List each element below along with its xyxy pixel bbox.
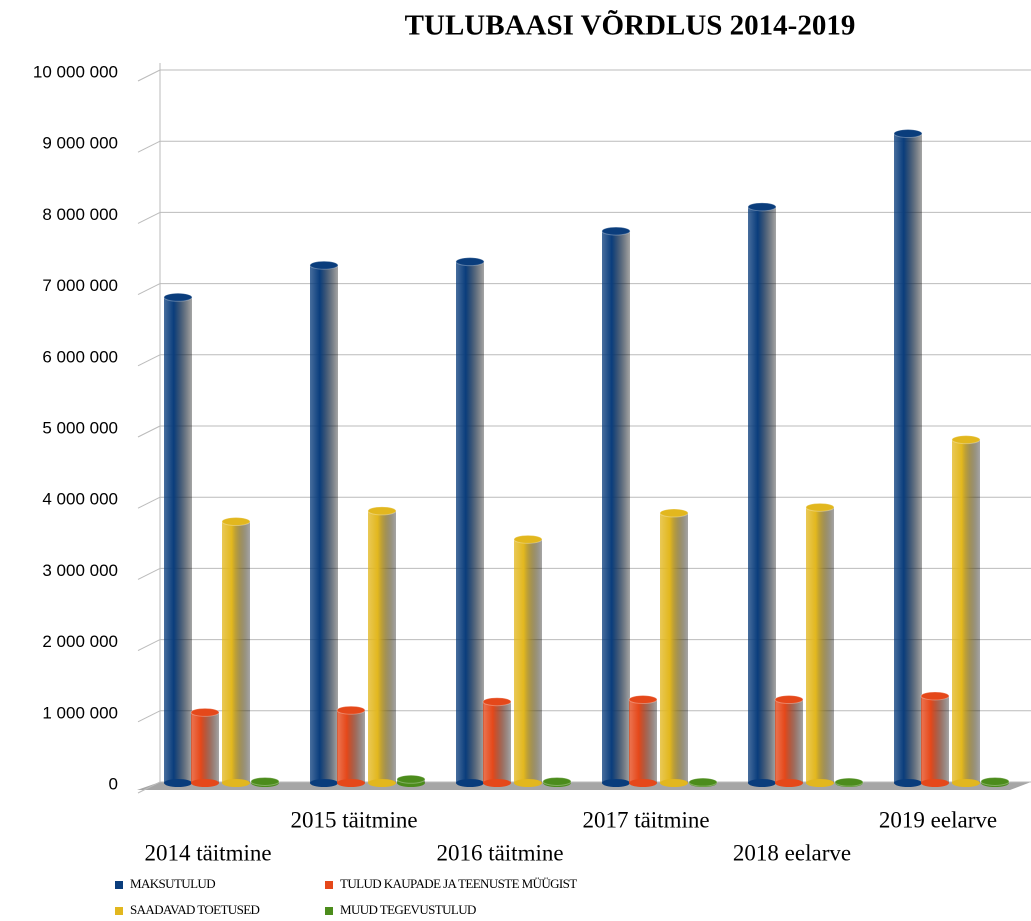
- bar-top: [513, 534, 543, 544]
- bar-base: [660, 779, 688, 787]
- bar-top: [747, 202, 777, 212]
- bar-top: [951, 435, 981, 445]
- bar-base: [337, 779, 365, 787]
- x-tick-label: 2016 täitmine: [436, 840, 563, 865]
- grid-line-side: [137, 140, 161, 153]
- y-tick-label: 8 000 000: [42, 205, 118, 224]
- x-tick-label: 2017 täitmine: [582, 807, 709, 832]
- legend-label: SAADAVAD TOETUSED: [130, 902, 260, 917]
- bar: [456, 261, 484, 783]
- bar: [660, 513, 688, 783]
- bar-base: [748, 779, 776, 787]
- bar-base: [310, 779, 338, 787]
- y-tick-label: 0: [109, 774, 118, 793]
- y-tick-label: 7 000 000: [42, 276, 118, 295]
- bar-top: [805, 502, 835, 512]
- y-tick-label: 3 000 000: [42, 561, 118, 580]
- bar-top: [336, 705, 366, 715]
- bar: [602, 231, 630, 784]
- y-tick-label: 4 000 000: [42, 490, 118, 509]
- bar-base: [191, 779, 219, 787]
- grid-line-side: [137, 496, 161, 509]
- bar-top: [367, 506, 397, 516]
- grid-line-side: [137, 781, 161, 794]
- bar-top: [774, 695, 804, 705]
- bar-top: [920, 691, 950, 701]
- grid-line-side: [137, 211, 161, 224]
- y-tick-label: 10 000 000: [33, 62, 118, 81]
- grid-line-side: [137, 639, 161, 652]
- bar: [806, 507, 834, 783]
- y-tick-label: 5 000 000: [42, 418, 118, 437]
- bar: [337, 710, 365, 783]
- bar-top: [396, 774, 426, 784]
- bar-top: [309, 260, 339, 270]
- bar-base: [629, 779, 657, 787]
- bar-top: [482, 697, 512, 707]
- chart-title: TULUBAASI VÕRDLUS 2014-2019: [405, 9, 856, 42]
- bar: [629, 699, 657, 783]
- y-tick-label: 1 000 000: [42, 703, 118, 722]
- x-tick-label: 2019 eelarve: [879, 807, 997, 832]
- legend-label: TULUD KAUPADE JA TEENUSTE MÜÜGIST: [340, 876, 577, 891]
- bar-top: [628, 695, 658, 705]
- bar-top: [659, 508, 689, 518]
- bar-top: [250, 776, 280, 786]
- bar: [748, 206, 776, 783]
- legend-label: MAKSUTULUD: [130, 876, 215, 891]
- bar-top: [893, 129, 923, 139]
- bar-top: [980, 776, 1010, 786]
- x-tick-label: 2018 eelarve: [733, 840, 851, 865]
- bar-base: [775, 779, 803, 787]
- bar-top: [190, 707, 220, 717]
- bar-top: [542, 776, 572, 786]
- bar: [222, 521, 250, 783]
- y-tick-label: 2 000 000: [42, 632, 118, 651]
- bar: [310, 265, 338, 783]
- bar-base: [514, 779, 542, 787]
- bar-top: [834, 777, 864, 787]
- y-tick-label: 6 000 000: [42, 347, 118, 366]
- y-tick-label: 9 000 000: [42, 134, 118, 153]
- grid-line-side: [137, 710, 161, 723]
- bar-base: [164, 779, 192, 787]
- x-tick-label: 2014 täitmine: [144, 840, 271, 865]
- grid-line-side: [137, 283, 161, 296]
- bar-top: [688, 777, 718, 787]
- bar: [921, 696, 949, 783]
- bar-top: [455, 257, 485, 267]
- bar-base: [806, 779, 834, 787]
- bar-base: [602, 779, 630, 787]
- bar: [368, 510, 396, 783]
- bar: [952, 439, 980, 783]
- x-tick-label: 2015 täitmine: [290, 807, 417, 832]
- bar-top: [163, 292, 193, 302]
- grid-line-side: [137, 425, 161, 438]
- bar-base: [952, 779, 980, 787]
- legend-swatch: [325, 881, 333, 889]
- legend-label: MUUD TEGEVUSTULUD: [340, 902, 476, 917]
- legend-swatch: [115, 881, 123, 889]
- bar: [775, 699, 803, 783]
- bar: [514, 539, 542, 783]
- bar-base: [894, 779, 922, 787]
- bar: [164, 297, 192, 783]
- bar-base: [368, 779, 396, 787]
- bar-base: [921, 779, 949, 787]
- grid-line-side: [137, 69, 161, 82]
- legend-swatch: [115, 907, 123, 915]
- bar: [894, 133, 922, 783]
- bar-base: [456, 779, 484, 787]
- bar: [483, 701, 511, 783]
- bar-base: [222, 779, 250, 787]
- grid-line-side: [137, 567, 161, 580]
- bar-base: [483, 779, 511, 787]
- bar-top: [601, 226, 631, 236]
- legend-swatch: [325, 907, 333, 915]
- bar-top: [221, 517, 251, 527]
- bar: [191, 712, 219, 783]
- grid-line-side: [137, 354, 161, 367]
